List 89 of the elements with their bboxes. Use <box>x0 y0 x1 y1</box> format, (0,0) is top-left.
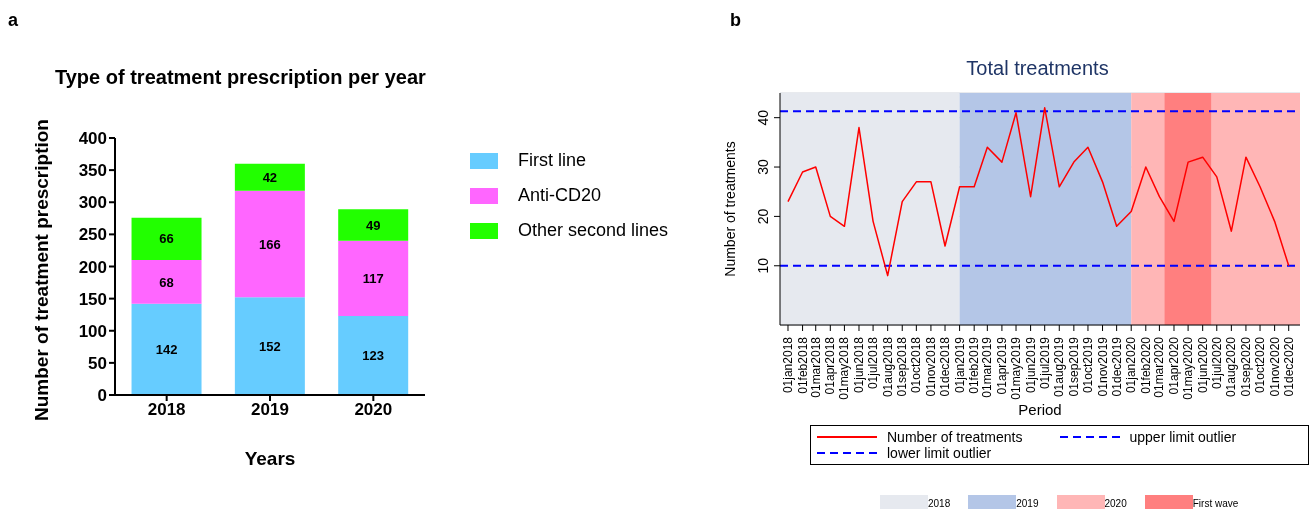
legend-label: First line <box>518 150 587 171</box>
text: a <box>8 10 19 31</box>
chart-title: Total treatments <box>965 57 1110 80</box>
y-axis-title: Number of treatments <box>721 141 738 277</box>
x-tick-label: 01apr2019 <box>994 336 1009 395</box>
x-tick-label: 01dec2018 <box>938 336 953 397</box>
data-label: 42 <box>262 169 278 185</box>
y-tick-label: 0 <box>97 386 107 406</box>
legend-label: Other second lines <box>518 220 669 241</box>
y-tick-label: 250 <box>78 225 107 245</box>
x-tick-label: 01jul2020 <box>1209 336 1224 390</box>
x-tick-label: 01dec2020 <box>1281 336 1296 397</box>
x-axis-title: Period <box>1018 401 1062 418</box>
x-tick-label: 2019 <box>251 400 289 420</box>
x-tick-label: 2020 <box>354 400 393 420</box>
legend-label: Anti-CD20 <box>518 185 602 206</box>
x-tick-label: 01jun2019 <box>1023 336 1038 394</box>
legend-label: lower limit outlier <box>887 445 992 461</box>
x-tick-label: 01feb2019 <box>967 336 982 394</box>
y-axis-title: Number of treatment prescription <box>31 119 53 421</box>
x-tick-label: 01apr2020 <box>1167 336 1181 395</box>
bar <box>234 297 305 395</box>
x-tick-label: 01jun2020 <box>1195 336 1210 394</box>
x-tick-label: 01oct2018 <box>909 336 924 394</box>
x-tick-label: 01oct2020 <box>1253 336 1268 394</box>
x-tick-label: 01aug2020 <box>1224 336 1239 398</box>
legend-label: 2020 <box>1104 498 1127 509</box>
bar <box>131 217 202 261</box>
data-label: 49 <box>365 217 381 233</box>
x-tick-label: 01oct2019 <box>1080 336 1095 394</box>
bar <box>338 315 409 395</box>
x-tick-label: 01jan2019 <box>952 336 967 394</box>
data-label: 66 <box>159 231 174 247</box>
bar <box>234 163 305 191</box>
x-axis-title: Years <box>244 448 296 469</box>
data-label: 166 <box>259 236 281 252</box>
data-label: 117 <box>362 271 384 286</box>
legend-label: upper limit outlier <box>1129 429 1237 445</box>
data-label: 68 <box>159 274 174 290</box>
legend-label: Number of treatments <box>887 429 1023 445</box>
bar <box>338 209 409 241</box>
x-tick-label: 01jul2018 <box>866 336 881 390</box>
x-tick-label: 01jun2018 <box>851 336 866 394</box>
chart-title: Type of treatment prescription per year <box>55 66 426 89</box>
y-tick-label: 400 <box>78 129 107 149</box>
x-tick-label: 01nov2020 <box>1267 336 1282 397</box>
x-tick-label: 01jul2019 <box>1037 336 1052 390</box>
x-tick-label: 01sep2018 <box>895 336 910 397</box>
y-tick-label: 10 <box>755 257 771 274</box>
x-tick-label: 01sep2020 <box>1238 336 1253 397</box>
bar <box>338 240 409 316</box>
y-tick-label: 50 <box>88 353 107 373</box>
bar <box>131 260 202 304</box>
x-tick-label: 01jan2020 <box>1124 336 1139 394</box>
y-tick-label: 100 <box>78 321 107 341</box>
y-tick-label: 350 <box>78 161 107 181</box>
x-tick-label: 01aug2018 <box>880 336 895 398</box>
x-tick-label: 01jan2018 <box>780 336 795 394</box>
x-tick-label: 01aug2019 <box>1052 336 1067 398</box>
x-tick-label: 01may2020 <box>1181 336 1196 400</box>
x-tick-label: 01apr2018 <box>823 336 838 395</box>
x-tick-label: 01dec2019 <box>1109 336 1124 397</box>
data-label: 123 <box>362 348 385 364</box>
y-tick-label: 40 <box>755 109 771 126</box>
data-label: 142 <box>155 342 178 357</box>
x-tick-label: 01nov2019 <box>1095 336 1110 397</box>
y-tick-label: 200 <box>78 257 107 277</box>
x-tick-label: 01feb2018 <box>795 336 810 394</box>
legend-label: First wave <box>1192 498 1239 509</box>
x-tick-label: 01may2018 <box>837 336 852 400</box>
x-tick-label: 01mar2020 <box>1152 336 1167 398</box>
y-tick-label: 30 <box>755 159 771 175</box>
data-label: 152 <box>259 338 281 354</box>
legend-label: 2018 <box>928 498 951 509</box>
bar <box>131 303 202 395</box>
x-tick-label: 01sep2019 <box>1066 336 1081 397</box>
x-tick-label: 01nov2018 <box>923 336 938 397</box>
x-tick-label: 01feb2020 <box>1138 336 1153 394</box>
text: b <box>730 10 741 31</box>
legend-label: 2019 <box>1016 498 1039 509</box>
x-tick-label: 2018 <box>147 400 186 420</box>
x-tick-label: 01may2019 <box>1009 336 1024 400</box>
y-tick-label: 20 <box>755 208 771 225</box>
x-tick-label: 01mar2018 <box>808 336 823 398</box>
y-tick-label: 300 <box>78 193 107 213</box>
bar <box>234 190 305 298</box>
y-tick-label: 150 <box>78 289 107 309</box>
line-series <box>787 107 1290 277</box>
x-tick-label: 01mar2019 <box>980 336 995 398</box>
